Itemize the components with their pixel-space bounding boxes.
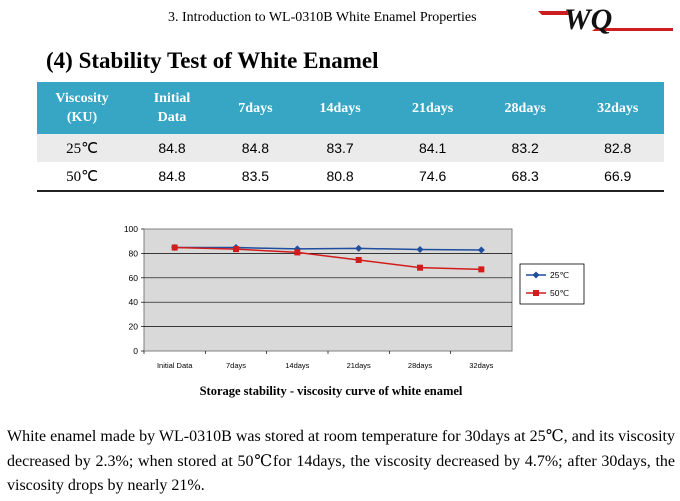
legend-label: 50℃ (550, 288, 569, 298)
data-point (477, 246, 485, 254)
table-row: 50℃ 84.8 83.5 80.8 74.6 68.3 66.9 (37, 162, 664, 192)
column-header: 21days (386, 82, 479, 134)
column-header: Initial Data (127, 82, 217, 134)
y-tick-label: 40 (129, 297, 139, 307)
column-header: 14days (293, 82, 387, 134)
table-cell: 68.3 (478, 162, 572, 192)
data-point (171, 244, 178, 251)
data-point (355, 244, 363, 252)
data-point (355, 256, 362, 263)
y-tick-label: 60 (129, 273, 139, 283)
viscosity-line-chart: 0 20 40 60 80 100 Initial Data 7days 14days 21day… (124, 224, 585, 370)
legend-box (519, 263, 585, 305)
legend-marker (533, 290, 539, 296)
x-tick-label: 21days (347, 361, 371, 370)
x-tick-label: 7days (226, 361, 246, 370)
table-cell: 84.8 (127, 134, 217, 162)
x-tick-label: 28days (408, 361, 432, 370)
row-label: 50℃ (37, 162, 127, 192)
data-point (417, 264, 423, 271)
table-header-row: Viscosity (KU) Initial Data 7days 14days 2… (37, 82, 664, 134)
y-tick-label: 80 (129, 248, 139, 258)
data-point (294, 249, 301, 256)
series-line (174, 246, 482, 251)
column-header: Viscosity (KU) (37, 82, 127, 134)
company-logo: WQ (536, 4, 674, 34)
table-cell: 83.7 (293, 134, 387, 162)
table-cell: 74.6 (386, 162, 479, 192)
y-tick-label: 0 (133, 346, 138, 356)
column-header: 32days (571, 82, 664, 134)
x-tick-label: Initial Data (157, 361, 193, 370)
table-cell: 66.9 (571, 162, 664, 192)
table-cell: 82.8 (571, 134, 664, 162)
table-cell: 83.2 (478, 134, 572, 162)
legend-marker (532, 271, 540, 279)
section-title: (4) Stability Test of White Enamel (46, 48, 379, 73)
chart-caption: Storage stability - viscosity curve of w… (199, 384, 463, 398)
data-point (416, 245, 424, 253)
data-point (478, 266, 485, 273)
x-tick-label: 14days (285, 361, 309, 370)
document-header: 3. Introduction to WL-0310B White Enamel… (168, 10, 477, 25)
table-row: 25℃ 84.8 84.8 83.7 84.1 83.2 82.8 (37, 134, 664, 162)
legend-label: 25℃ (550, 270, 569, 280)
column-header: 28days (478, 82, 572, 134)
table-cell: 84.1 (386, 134, 479, 162)
series-line (174, 246, 482, 271)
stability-table: Viscosity (KU) Initial Data 7days 14days 2… (37, 82, 664, 192)
y-tick-label: 20 (129, 322, 139, 332)
table-cell: 80.8 (293, 162, 387, 192)
y-tick-label: 100 (124, 224, 138, 234)
table-cell: 84.8 (127, 162, 217, 192)
column-header: 7days (217, 82, 294, 134)
logo-text: WQ (564, 4, 612, 34)
x-tick-label: 32days (469, 361, 493, 370)
body-paragraph: White enamel made by WL-0310B was stored… (7, 428, 675, 494)
data-point (233, 246, 239, 253)
table-cell: 83.5 (217, 162, 294, 192)
table-cell: 84.8 (217, 134, 294, 162)
row-label: 25℃ (37, 134, 127, 162)
